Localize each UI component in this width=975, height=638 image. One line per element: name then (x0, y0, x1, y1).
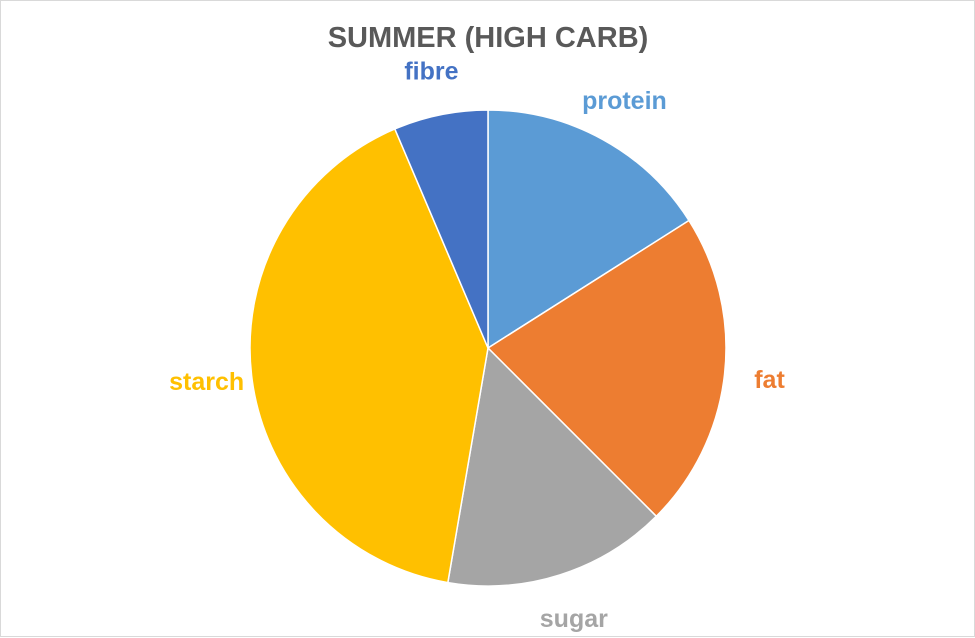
data-label-sugar: sugar (540, 605, 608, 633)
data-label-fat: fat (754, 366, 785, 394)
pie-slice-fat (486, 219, 727, 518)
data-label-fibre: fibre (404, 57, 458, 85)
data-label-protein: protein (582, 87, 667, 115)
pie-slice-sugar (446, 346, 658, 587)
pie-slice-protein (487, 109, 690, 350)
chart-title: SUMMER (HIGH CARB) (328, 22, 649, 54)
pie-slice-starch (249, 128, 489, 584)
data-label-starch: starch (169, 368, 244, 396)
pie-slice-fibre (393, 109, 489, 349)
